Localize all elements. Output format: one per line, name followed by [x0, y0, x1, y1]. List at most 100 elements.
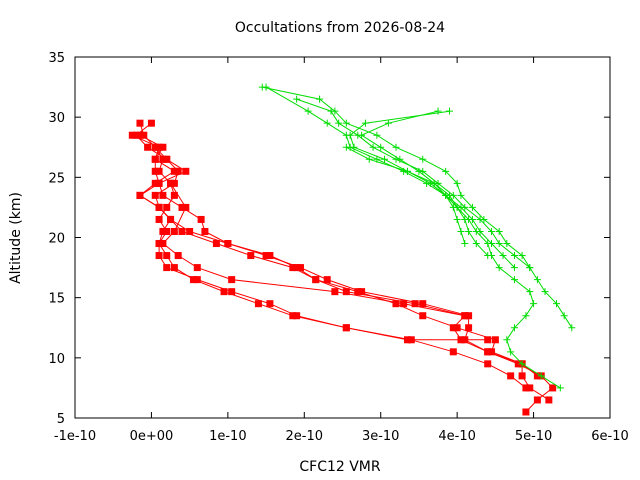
data-point	[461, 215, 469, 223]
data-point	[533, 396, 541, 404]
data-point	[170, 227, 178, 235]
data-point	[335, 119, 343, 127]
data-point	[170, 191, 178, 199]
data-point	[377, 143, 385, 151]
data-point	[449, 348, 457, 356]
data-point	[526, 384, 534, 392]
data-point	[419, 167, 427, 175]
ticks-layer: -1e-10 0e+00 1e-10 2e-10 3e-10 4e-10 5e-10 6e-1…	[48, 51, 628, 444]
data-point	[228, 276, 236, 284]
data-point	[212, 240, 220, 248]
data-point	[136, 119, 144, 127]
data-point	[312, 276, 320, 284]
data-point	[155, 240, 163, 248]
y-tick-label: 20	[48, 232, 65, 247]
y-tick-label: 5	[57, 412, 65, 427]
data-point	[163, 203, 171, 211]
series-line	[162, 183, 465, 317]
series-line	[262, 86, 573, 329]
data-point	[228, 288, 236, 296]
data-point	[369, 143, 377, 151]
data-point	[159, 240, 167, 248]
data-point	[342, 324, 350, 332]
data-point	[266, 300, 274, 308]
data-point	[468, 215, 476, 223]
data-point	[533, 276, 541, 284]
data-point	[446, 107, 453, 115]
x-tick-label: 6e-10	[591, 429, 629, 444]
data-point	[132, 131, 140, 139]
data-point	[553, 300, 560, 308]
data-point	[365, 155, 373, 163]
data-point	[159, 143, 167, 151]
data-point	[526, 288, 534, 296]
data-point	[392, 155, 400, 163]
data-point	[568, 324, 576, 332]
data-point	[151, 179, 159, 187]
x-tick-label: 4e-10	[438, 429, 476, 444]
data-point	[182, 203, 190, 211]
plot-layer	[128, 83, 576, 416]
data-point	[159, 191, 167, 199]
y-tick-label: 15	[48, 292, 65, 307]
data-point	[453, 324, 461, 332]
data-point	[545, 396, 553, 404]
data-point	[254, 300, 262, 308]
data-point	[262, 252, 270, 260]
data-point	[530, 300, 538, 308]
series-6	[159, 179, 469, 320]
data-point	[174, 252, 182, 260]
data-point	[155, 143, 163, 151]
data-point	[491, 336, 499, 344]
series-9	[293, 95, 534, 272]
data-point	[304, 107, 312, 115]
data-point	[510, 252, 518, 260]
data-point	[178, 227, 186, 235]
data-point	[354, 131, 362, 139]
data-point	[354, 288, 362, 296]
data-point	[186, 227, 194, 235]
series-7	[258, 83, 576, 332]
data-point	[193, 276, 201, 284]
data-point	[411, 300, 419, 308]
data-point	[289, 264, 297, 272]
data-point	[514, 360, 522, 368]
series-5	[151, 143, 492, 344]
data-point	[541, 288, 549, 296]
data-point	[419, 312, 427, 320]
data-point	[461, 312, 469, 320]
series-line	[139, 134, 527, 389]
data-point	[155, 179, 163, 187]
data-point	[522, 384, 530, 392]
plot-frame	[74, 56, 611, 419]
data-point	[155, 252, 163, 260]
data-point	[358, 288, 366, 296]
data-point	[189, 276, 197, 284]
y-tick-label: 30	[48, 111, 65, 126]
x-tick-label: 1e-10	[209, 429, 247, 444]
data-point	[266, 252, 274, 260]
data-point	[507, 348, 515, 356]
x-tick-label: 2e-10	[286, 429, 324, 444]
data-point	[510, 276, 518, 284]
data-point	[453, 179, 461, 187]
series-3	[136, 119, 541, 380]
x-tick-label: 3e-10	[362, 429, 400, 444]
series-line	[139, 123, 538, 377]
y-axis-label: Altitude (km)	[8, 192, 24, 284]
series-line	[132, 134, 554, 413]
data-point	[220, 288, 228, 296]
data-point	[151, 167, 159, 175]
data-point	[293, 264, 301, 272]
data-point	[461, 240, 469, 248]
data-point	[140, 131, 148, 139]
data-point	[484, 348, 492, 356]
data-point	[560, 312, 568, 320]
data-point	[316, 95, 324, 103]
x-tick-label: 0e+00	[130, 429, 174, 444]
data-point	[423, 179, 431, 187]
data-point	[151, 155, 159, 163]
data-point	[293, 312, 301, 320]
data-point	[503, 240, 511, 248]
